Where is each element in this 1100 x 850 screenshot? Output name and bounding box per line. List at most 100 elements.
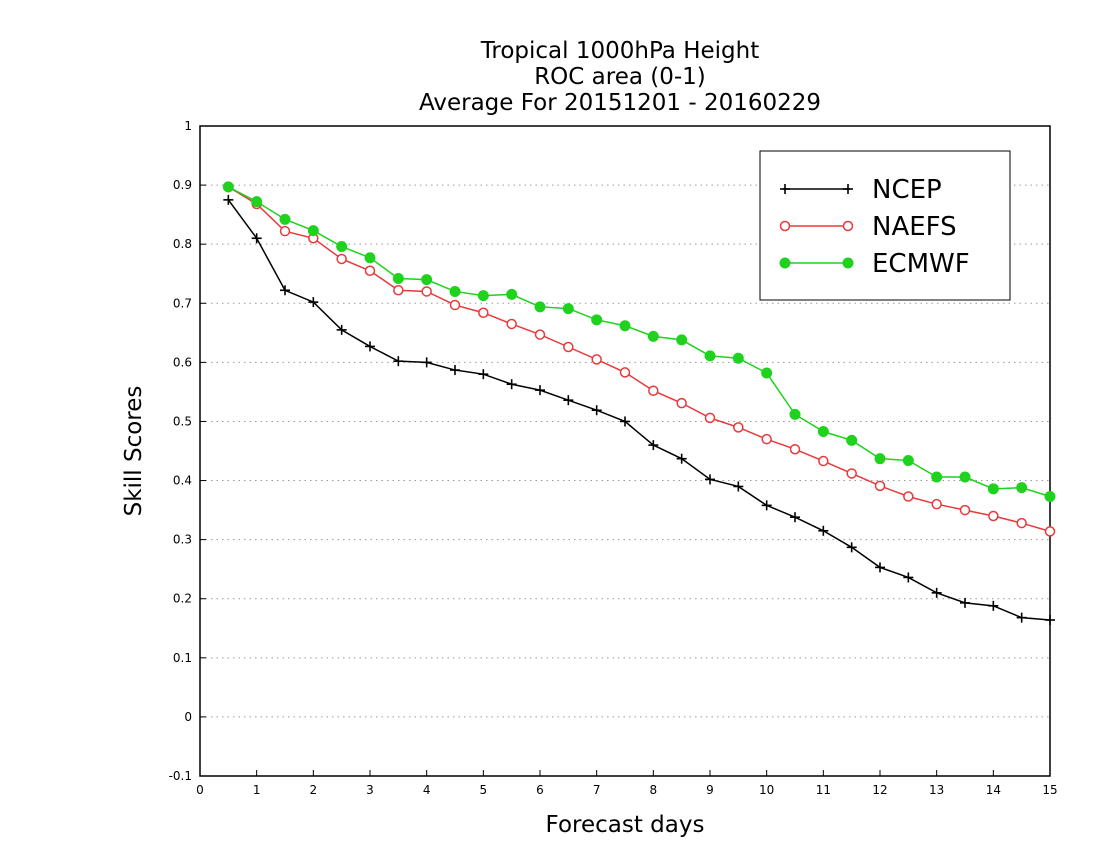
data-point-ecmwf [364,252,376,264]
data-point-ecmwf [251,196,263,208]
legend-marker-naefs [779,220,791,232]
data-point-ecmwf [1016,482,1028,494]
data-point-ncep [365,341,375,352]
data-point-ecmwf [789,408,801,420]
x-tick-label: 7 [593,783,601,797]
data-point-naefs [449,299,461,311]
data-point-ecmwf [392,272,404,284]
x-tick-label: 6 [536,783,544,797]
x-tick-label: 13 [929,783,944,797]
data-point-ecmwf [449,285,461,297]
data-point-ncep [251,233,262,244]
data-point-ncep [705,474,715,485]
x-tick-label: 8 [650,783,658,797]
data-point-ecmwf [421,274,433,286]
data-point-naefs [563,341,574,353]
data-point-naefs [704,412,716,424]
legend-marker-ecmwf [842,257,854,269]
data-point-ncep [1045,615,1055,625]
data-point-ecmwf [959,471,971,483]
data-point-ecmwf [761,367,773,379]
data-point-ecmwf [307,225,319,237]
data-point-ecmwf [647,330,659,342]
y-tick-label: 0.7 [173,296,192,310]
y-tick-label: 0.9 [173,178,192,192]
y-tick-label: 0.1 [173,651,192,665]
series-naefs [223,181,1056,537]
legend-marker-ecmwf [779,257,791,269]
data-point-naefs [648,385,659,396]
data-point-ncep [506,379,517,390]
title-line-2: ROC area (0-1) [534,64,706,90]
legend-item-ncep: NCEP [780,175,942,205]
data-point-ncep [761,500,772,511]
data-point-ecmwf [1044,491,1056,502]
legend-marker-naefs [842,220,854,232]
data-point-ncep [563,395,574,406]
legend-marker-ncep [780,184,790,194]
y-tick-label: 1 [184,119,192,133]
data-point-ecmwf [704,350,716,362]
data-point-naefs [591,354,602,365]
data-point-naefs [789,443,801,455]
data-point-ncep [478,369,489,380]
series-ncep [223,194,1055,625]
legend-marker-ncep [843,184,853,194]
data-point-ncep [535,385,545,396]
data-point-ecmwf [619,320,631,332]
data-point-ecmwf [902,454,914,466]
data-point-naefs [959,504,971,516]
data-point-ncep [733,481,744,492]
data-point-naefs [761,433,772,445]
data-point-ecmwf [534,301,546,313]
data-point-naefs [903,491,914,502]
data-point-ecmwf [676,334,688,346]
data-point-naefs [1044,526,1056,537]
data-point-ncep [308,297,319,308]
y-tick-label: 0.2 [173,592,192,606]
data-point-ncep [903,572,914,583]
data-point-naefs [478,307,489,318]
data-point-ecmwf [846,434,858,446]
data-point-naefs [336,253,347,265]
x-tick-label: 14 [986,783,1001,797]
data-point-naefs [988,510,999,522]
title-line-1: Tropical 1000hPa Height [480,38,760,64]
data-point-naefs [619,367,631,378]
data-point-naefs [931,498,942,510]
x-axis-label: Forecast days [546,812,705,838]
data-point-ecmwf [279,213,291,225]
series-ecmwf [222,181,1056,502]
data-point-naefs [393,285,404,296]
x-tick-label: 9 [706,783,714,797]
legend-item-ecmwf: ECMWF [779,249,970,279]
data-point-naefs [279,225,291,237]
data-point-ncep [846,542,857,553]
data-point-ncep [1016,612,1027,623]
legend-label-naefs: NAEFS [872,212,957,242]
x-tick-label: 1 [253,783,261,797]
chart-title: Tropical 1000hPa Height ROC area (0-1) A… [419,38,821,116]
data-point-ncep [620,416,630,427]
data-point-naefs [1016,517,1027,529]
data-point-ncep [223,194,234,205]
data-point-ncep [450,365,460,376]
data-point-naefs [846,468,857,479]
y-tick-label: 0.3 [173,533,192,547]
data-point-naefs [534,329,546,340]
data-point-ncep [875,562,885,573]
x-tick-label: 3 [366,783,374,797]
title-line-3: Average For 20151201 - 20160229 [419,90,821,116]
plot-frame [199,125,1051,777]
data-point-ncep [591,405,602,416]
legend: NCEP NAEFS ECMWF [759,150,1011,301]
data-point-naefs [874,480,886,492]
data-point-ecmwf [987,483,999,495]
data-point-naefs [421,286,432,297]
data-point-ncep [676,453,687,464]
x-tick-label: 10 [759,783,774,797]
data-point-ncep [280,285,290,296]
x-tick-label: 0 [196,783,204,797]
data-point-ecmwf [222,181,234,193]
data-point-naefs [676,397,687,409]
